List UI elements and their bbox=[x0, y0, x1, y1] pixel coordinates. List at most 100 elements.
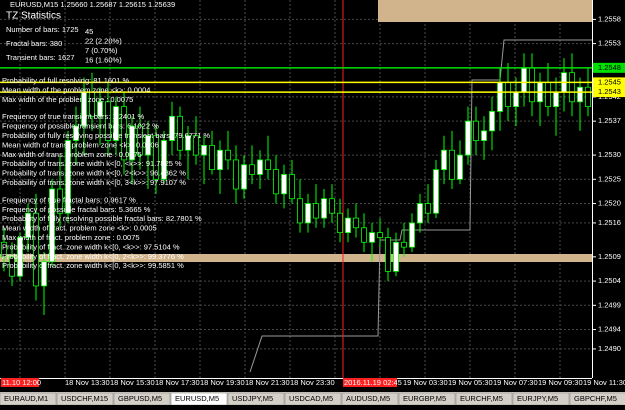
stats-line: Frequency of true fractal bars: 0.9617 % bbox=[2, 195, 136, 204]
tab-label[interactable]: GBPCHF,M5 bbox=[574, 394, 617, 403]
candle-body bbox=[337, 212, 343, 234]
candle-body bbox=[441, 149, 447, 171]
level-tag bbox=[593, 87, 625, 98]
tab-label[interactable]: EURUSD,M5 bbox=[175, 394, 219, 403]
candle-body bbox=[281, 174, 287, 195]
candle-body bbox=[209, 144, 215, 171]
x-tick-label: 18 Nov 17:30 bbox=[155, 378, 200, 387]
stats: Number of bars: 1725 Fractal bars: 380 Tra… bbox=[2, 25, 210, 270]
y-tick-label: 1.2504 bbox=[598, 276, 621, 285]
candle-body bbox=[9, 256, 15, 277]
stats-title: TZ Statistics bbox=[6, 11, 61, 22]
stats-line: Probability of fract. zone width k<[0, 2… bbox=[2, 252, 184, 261]
candle-body bbox=[393, 241, 399, 272]
tab-label[interactable]: USDJPY,M5 bbox=[232, 394, 273, 403]
x-tick-label: 11.10 12:00 bbox=[2, 378, 41, 387]
candle-body bbox=[73, 125, 79, 141]
window-header: EURUSD,M15 1.25660 1.25687 1.25615 1.256… bbox=[10, 0, 175, 9]
candle-body bbox=[545, 81, 551, 108]
candle-body bbox=[457, 154, 463, 180]
x-tick-label: 19 Nov 11:30 bbox=[583, 378, 625, 387]
time-axis-line bbox=[0, 378, 592, 379]
stats-top-line: 22 (2.20%) bbox=[85, 36, 122, 45]
stats-line: Mean width of fract. problem zone <k>: 0… bbox=[2, 224, 157, 233]
candle-body bbox=[401, 241, 407, 248]
candle-body bbox=[505, 81, 511, 108]
tab-label[interactable]: USDCHF,M15 bbox=[61, 394, 108, 403]
tab-label[interactable]: EURJPY,M5 bbox=[517, 394, 558, 403]
time-axis: 11.10 12:00 18 Nov 13:30 18 Nov 15:30 18 No… bbox=[1, 378, 625, 387]
candle-body bbox=[369, 232, 375, 243]
x-tick-label: 19 Nov 07:30 bbox=[493, 378, 538, 387]
candle-body bbox=[497, 81, 503, 112]
candle-body bbox=[177, 115, 183, 151]
stats-line: Frequency of possible fractal bars: 5.36… bbox=[2, 205, 151, 214]
candle-body bbox=[449, 149, 455, 180]
tab-label[interactable]: USDCAD,M5 bbox=[289, 394, 333, 403]
stats-top-line: 45 bbox=[85, 27, 93, 36]
tab-label[interactable]: EURGBP,M5 bbox=[403, 394, 446, 403]
stats-line: Max width of fract. problem zone : 0.007… bbox=[2, 233, 140, 242]
y-tick-label: 1.2553 bbox=[598, 39, 621, 48]
candle-body bbox=[185, 135, 191, 151]
stats-line: Max width of trans. problem zone : 0.007… bbox=[2, 150, 142, 159]
candle-body bbox=[201, 144, 207, 156]
stats-line: Probability of fully resolving possible … bbox=[2, 131, 210, 140]
candle-body bbox=[233, 159, 239, 190]
candle-body bbox=[105, 101, 111, 141]
candle-body bbox=[289, 174, 295, 200]
candle-body bbox=[569, 72, 575, 103]
candle-body bbox=[121, 106, 127, 161]
candle-body bbox=[153, 135, 159, 180]
candle-body bbox=[113, 106, 119, 141]
stats-line: Max width of the problem zone : 0.0075 bbox=[2, 95, 133, 104]
y-tick-label: 1.2516 bbox=[598, 218, 621, 227]
tab-label[interactable]: EURAUD,M1 bbox=[4, 394, 48, 403]
candle-body bbox=[553, 91, 559, 108]
candle-body bbox=[145, 135, 151, 156]
candle-body bbox=[513, 91, 519, 108]
candle-body bbox=[57, 188, 63, 214]
y-tick-label: 1.2490 bbox=[598, 344, 621, 353]
stats-line: Probability of trans. zone width k<[0, 3… bbox=[2, 178, 186, 187]
zone-top bbox=[378, 0, 592, 22]
candle-body bbox=[217, 149, 223, 171]
candle-body bbox=[489, 111, 495, 132]
x-tick-label: 2016.11.19 02:45 bbox=[344, 378, 402, 387]
candle-body bbox=[329, 198, 335, 214]
stats-line: Frequency of true transient bars: 1.2401… bbox=[2, 112, 144, 121]
zone-band bbox=[0, 254, 592, 262]
stats-top-line: 7 (0.70%) bbox=[85, 46, 118, 55]
candle-body bbox=[409, 222, 415, 248]
candle-body bbox=[97, 101, 103, 117]
candle-body bbox=[129, 125, 135, 161]
x-tick-label: 18 Nov 23:30 bbox=[290, 378, 335, 387]
candle-body bbox=[425, 203, 431, 214]
stats-top-line: Transient bars: 1627 bbox=[6, 53, 75, 62]
candle-body bbox=[385, 237, 391, 272]
candle-body bbox=[161, 140, 167, 180]
candle-body bbox=[33, 212, 39, 287]
candle-body bbox=[305, 203, 311, 224]
candle-body bbox=[265, 159, 271, 171]
stats-line: Probability of fract. zone width k<[0, 3… bbox=[2, 261, 184, 270]
candle-body bbox=[225, 149, 231, 161]
candle-body bbox=[41, 261, 47, 287]
candle-body bbox=[1, 241, 7, 258]
candle-body bbox=[577, 86, 583, 103]
tab-label[interactable]: AUDUSD,M5 bbox=[346, 394, 390, 403]
stats-line: Probability of full resolving: 81.1601 % bbox=[2, 76, 129, 85]
candle-body bbox=[241, 164, 247, 190]
tab-label[interactable]: EURCHF,M5 bbox=[460, 394, 503, 403]
candle-body bbox=[361, 227, 367, 243]
candle-body bbox=[321, 198, 327, 219]
level-tag bbox=[593, 62, 625, 73]
stats-top-line: 16 (1.60%) bbox=[85, 55, 122, 64]
y-tick-label: 1.2537 bbox=[598, 116, 621, 125]
candle-body bbox=[169, 115, 175, 141]
x-tick-label: 18 Nov 19:30 bbox=[200, 378, 245, 387]
tab-label[interactable]: GBPUSD,M5 bbox=[118, 394, 162, 403]
candle-body bbox=[137, 125, 143, 156]
